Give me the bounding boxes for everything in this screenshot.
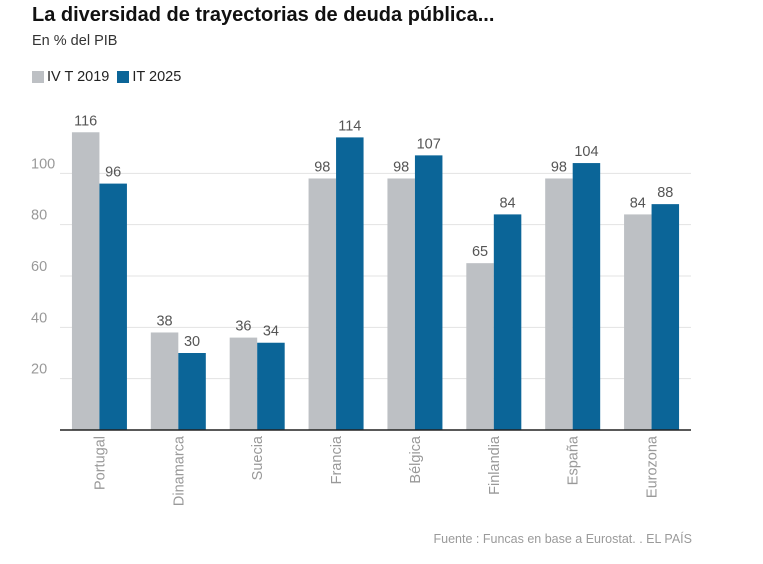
legend-label-series-2: IT 2025 [132,69,182,85]
x-category-label: Dinamarca [171,435,187,506]
bar-eurozona-series-1 [624,214,652,430]
data-label: 65 [472,244,488,260]
bar-dinamarca-series-1 [150,332,179,430]
data-label: 30 [184,334,200,350]
bar-eurozona-series-2 [651,204,680,430]
legend-swatch-series-1 [32,71,44,83]
x-category-label: Suecia [250,435,266,480]
data-label: 98 [314,159,330,175]
data-label: 88 [657,185,673,201]
legend: IV T 2019 IT 2025 [32,69,189,85]
data-label: 36 [235,319,251,335]
bar-finlandia-series-2 [493,214,522,430]
bar-suecia-series-2 [257,342,285,430]
x-category-label: Bélgica [408,435,424,483]
legend-label-series-1: IV T 2019 [47,69,110,85]
data-label: 38 [156,313,172,329]
data-label: 96 [105,165,121,181]
data-label: 84 [499,195,515,211]
bar-españa-series-2 [572,163,601,431]
bar-bélgica-series-1 [387,178,415,430]
chart-subtitle: En % del PIB [32,33,118,49]
x-category-label: Francia [329,435,345,484]
data-label: 98 [551,159,567,175]
bar-suecia-series-1 [229,337,258,430]
legend-item-series-2: IT 2025 [117,69,181,85]
x-category-label: Finlandia [487,435,503,495]
x-category-label: Eurozona [645,435,661,498]
data-label: 116 [74,113,97,129]
source-note: Fuente : Funcas en base a Eurostat. . EL… [433,532,692,546]
data-label: 104 [574,144,598,160]
data-label: 98 [393,159,409,175]
bar-españa-series-1 [545,178,573,430]
x-category-label: Portugal [92,436,108,490]
legend-swatch-series-2 [117,71,130,83]
data-label: 114 [338,118,361,134]
y-tick-label: 100 [31,156,55,172]
bar-finlandia-series-1 [466,263,494,430]
data-label: 34 [263,324,279,340]
data-label: 107 [417,136,441,152]
y-tick-label: 20 [31,362,47,378]
legend-item-series-1: IV T 2019 [32,69,109,85]
chart-title: La diversidad de trayectorias de deuda p… [32,4,495,26]
bar-bélgica-series-2 [414,155,443,430]
bar-dinamarca-series-2 [178,353,206,430]
y-tick-label: 80 [31,208,47,224]
y-tick-label: 60 [31,259,47,275]
bar-francia-series-2 [336,137,364,430]
bar-portugal-series-1 [71,132,100,430]
data-label: 84 [630,195,646,211]
bar-francia-series-1 [308,178,337,430]
bar-portugal-series-2 [99,183,127,430]
x-category-label: España [566,435,582,485]
y-tick-label: 40 [31,310,47,326]
